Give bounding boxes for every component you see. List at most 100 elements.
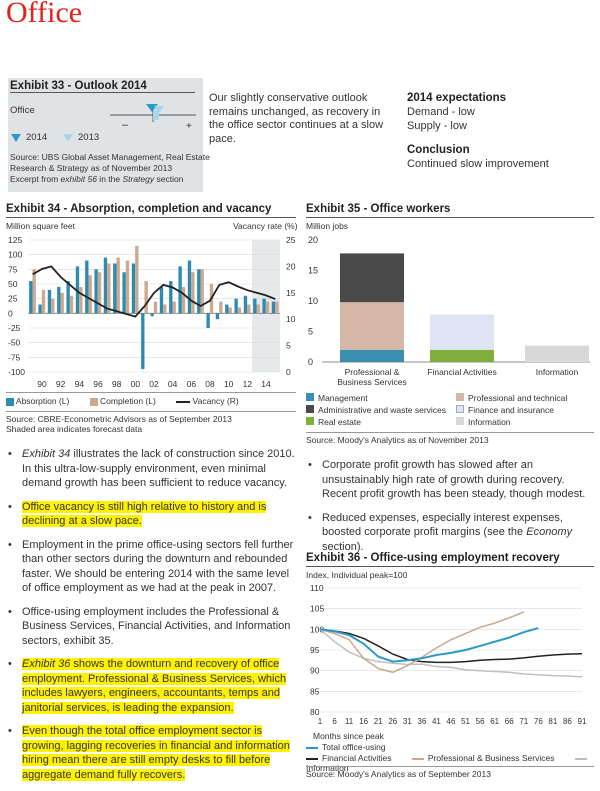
x-tick-label: 94 bbox=[75, 379, 85, 389]
ex36-legend-row2: Financial Activities Professional & Busi… bbox=[306, 753, 596, 773]
vacancy-line bbox=[32, 265, 276, 318]
x-tick-label: 98 bbox=[112, 379, 122, 389]
legend-financial: Financial Activities bbox=[322, 753, 392, 763]
x-tick-label: 81 bbox=[548, 717, 557, 726]
absorption-bar bbox=[131, 263, 136, 314]
x-tick-label: 96 bbox=[93, 379, 103, 389]
x-tick-label: 61 bbox=[490, 717, 499, 726]
completion-bar bbox=[60, 292, 64, 314]
x-tick-label: 41 bbox=[432, 717, 441, 726]
right-tick-label: 5 bbox=[286, 341, 291, 351]
exhibit-35-title-rule bbox=[306, 217, 594, 218]
right-tick-label: 10 bbox=[286, 314, 296, 324]
exhibit-35-chart: 0 5 10 15 20 Professional &Business Services F… bbox=[308, 235, 590, 387]
legend-2013-icon bbox=[63, 134, 73, 142]
left-tick-label: 100 bbox=[8, 250, 22, 260]
ex36-source: Source: Moody's Analytics as of Septembe… bbox=[306, 769, 491, 779]
ex35-source: Source: Moody's Analytics as of November… bbox=[306, 435, 489, 445]
legend-finance-insurance: Finance and insurance bbox=[456, 405, 596, 415]
completion-bar bbox=[163, 304, 167, 314]
absorption-bar bbox=[262, 298, 266, 314]
right-tick-label: 15 bbox=[286, 288, 296, 298]
bullet-empty-desks: Even though the total office employment … bbox=[6, 724, 298, 782]
x-tick-label: 08 bbox=[205, 379, 215, 389]
right-tick-label: 25 bbox=[286, 235, 296, 245]
exhibit-33-title: Exhibit 33 - Outlook 2014 bbox=[10, 80, 147, 92]
absorption-bar bbox=[141, 313, 145, 370]
ex35-source-rule bbox=[306, 432, 594, 433]
absorption-bar bbox=[271, 301, 276, 314]
exhibit-33-left-band bbox=[8, 78, 203, 192]
absorption-bar bbox=[187, 260, 192, 314]
y-tick-label: 15 bbox=[308, 266, 318, 276]
absorption-bar bbox=[215, 313, 220, 320]
x-tick-label: 16 bbox=[359, 717, 368, 726]
left-tick-label: 0 bbox=[8, 308, 13, 318]
ex34-right-unit: Vacancy rate (%) bbox=[233, 221, 298, 231]
legend-information-swatch bbox=[574, 757, 587, 760]
absorption-bar bbox=[243, 295, 248, 314]
exhibit-34-title-rule bbox=[6, 217, 296, 218]
absorption-bar bbox=[234, 298, 238, 314]
x-tick-label: 6 bbox=[332, 717, 337, 726]
left-tick-label: 25 bbox=[8, 294, 18, 304]
completion-bar bbox=[219, 301, 223, 314]
completion-bar bbox=[97, 272, 102, 314]
outlook-summary-text: Our slightly conservative outlook remain… bbox=[209, 92, 384, 145]
x-tick-label: 26 bbox=[388, 717, 397, 726]
stacked-bar-segment bbox=[525, 345, 589, 362]
ex34-source: Source: CBRE-Econometric Advisors as of … bbox=[6, 414, 232, 424]
y-tick-label: 0 bbox=[308, 357, 313, 367]
completion-bar bbox=[144, 281, 148, 314]
x-tick-label: 14 bbox=[261, 379, 271, 389]
ex36-source-rule bbox=[306, 766, 594, 767]
x-tick-label: 11 bbox=[345, 717, 354, 726]
x-tick-label: 86 bbox=[563, 717, 572, 726]
left-tick-label: 75 bbox=[8, 264, 18, 274]
right-tick-label: 20 bbox=[286, 261, 296, 271]
completion-bar bbox=[107, 263, 111, 314]
absorption-bar bbox=[103, 257, 108, 314]
completion-bar bbox=[256, 304, 260, 314]
exhibit-34-title: Exhibit 34 - Absorption, completion and … bbox=[6, 203, 272, 215]
absorption-bar bbox=[85, 260, 89, 314]
legend-2014-label: 2014 bbox=[26, 132, 48, 143]
legend-financial-swatch bbox=[306, 757, 318, 760]
category-label: Financial Activities bbox=[427, 367, 496, 377]
ex33-source-line1: Source: UBS Global Asset Management, Rea… bbox=[10, 152, 210, 162]
y-tick-label: 100 bbox=[310, 624, 324, 634]
absorption-bar bbox=[113, 263, 117, 314]
ex34-legend: Absorption (L) Completion (L) Vacancy (R… bbox=[6, 396, 296, 406]
x-tick-label: 10 bbox=[224, 379, 234, 389]
absorption-bar bbox=[94, 269, 98, 314]
stacked-bar-segment bbox=[430, 314, 494, 350]
stacked-bar-segment bbox=[430, 349, 494, 362]
exhibit-33-panel: Exhibit 33 - Outlook 2014 Office – + 201… bbox=[8, 78, 592, 192]
exhibit-36-title-rule bbox=[306, 566, 594, 567]
completion-bar bbox=[125, 260, 130, 314]
page-title: Office bbox=[6, 0, 83, 29]
x-tick-label: 66 bbox=[505, 717, 514, 726]
y-tick-label: 10 bbox=[308, 296, 318, 306]
category-label: Information bbox=[536, 367, 579, 377]
left-tick-label: -75 bbox=[8, 352, 21, 362]
y-tick-label: 20 bbox=[308, 235, 318, 245]
completion-bar bbox=[237, 307, 242, 314]
absorption-bar bbox=[75, 266, 80, 314]
x-tick-label: 76 bbox=[534, 717, 543, 726]
left-tick-label: 125 bbox=[8, 235, 22, 245]
outlook-scale bbox=[110, 104, 196, 122]
outlook-2013-marker-bar bbox=[153, 110, 159, 120]
exhibit-33-title-rule bbox=[10, 92, 195, 93]
legend-absorption-swatch bbox=[6, 397, 14, 406]
ex34-legend-rule bbox=[6, 392, 296, 393]
bullet-ex34: Exhibit 34 illustrates the lack of const… bbox=[6, 447, 298, 491]
absorption-bar bbox=[122, 272, 126, 314]
left-tick-label: 50 bbox=[8, 279, 18, 289]
y-tick-label: 110 bbox=[310, 583, 324, 593]
legend-absorption: Absorption (L) bbox=[15, 396, 70, 406]
x-tick-label: 06 bbox=[187, 379, 197, 389]
exhibit-35-title: Exhibit 35 - Office workers bbox=[306, 203, 451, 215]
legend-vacancy-swatch bbox=[176, 400, 191, 403]
x-tick-label: 02 bbox=[149, 379, 159, 389]
